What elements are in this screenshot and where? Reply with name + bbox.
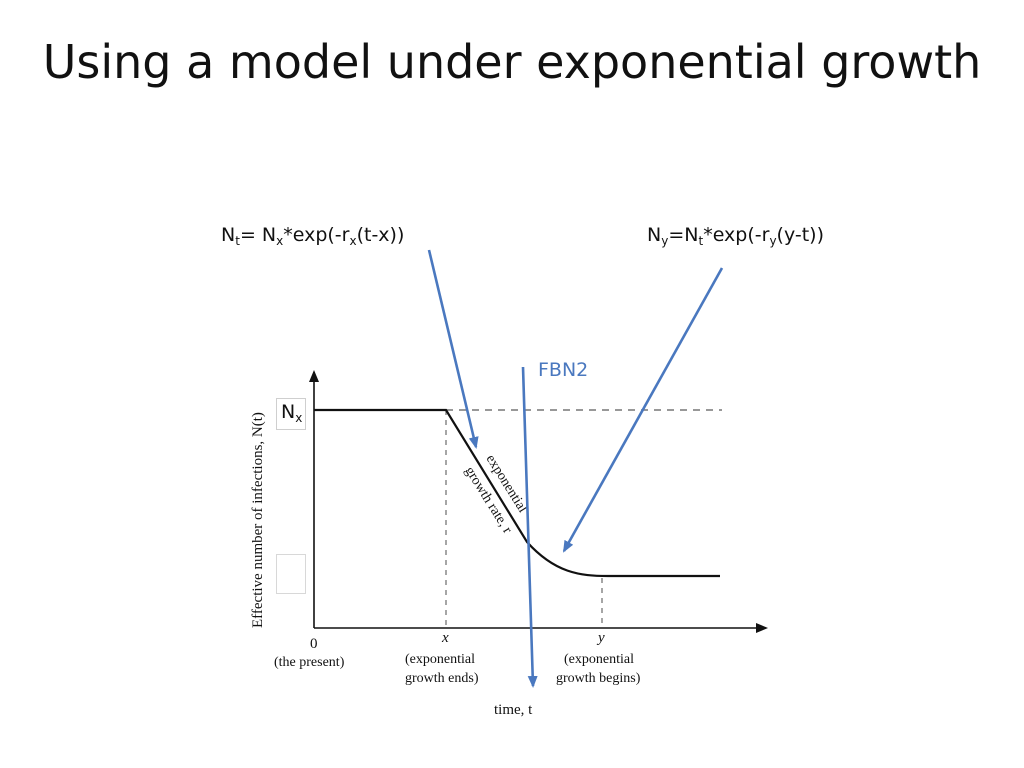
nx-label: Nx — [276, 398, 306, 430]
tick-x-caption-1: (exponential — [405, 652, 475, 667]
formula-right: Ny=Nt*exp(-ry(y-t)) — [647, 224, 825, 248]
population-curve — [314, 408, 720, 578]
tick-0-caption: (the present) — [274, 655, 345, 670]
x-axis-label: time, t — [494, 702, 533, 718]
formula-left: Nt= Nx*exp(-rx(t-x)) — [221, 224, 405, 248]
arrow-fbn2 — [521, 366, 538, 688]
tick-y-caption-2: growth begins) — [556, 671, 641, 686]
tick-y-caption-1: (exponential — [564, 652, 634, 667]
arrow-left-formula — [427, 249, 479, 449]
tick-x-caption-2: growth ends) — [405, 671, 479, 686]
arrow-right-formula — [562, 267, 724, 553]
tick-y: y — [596, 630, 605, 646]
blank-box — [276, 554, 306, 594]
tick-x: x — [441, 630, 449, 646]
y-axis-label: Effective number of infections, N(t) — [250, 412, 266, 628]
tick-0: 0 — [310, 636, 318, 652]
slide-title: Using a model under exponential growth — [42, 35, 982, 89]
fbn2-label: FBN2 — [538, 359, 589, 381]
